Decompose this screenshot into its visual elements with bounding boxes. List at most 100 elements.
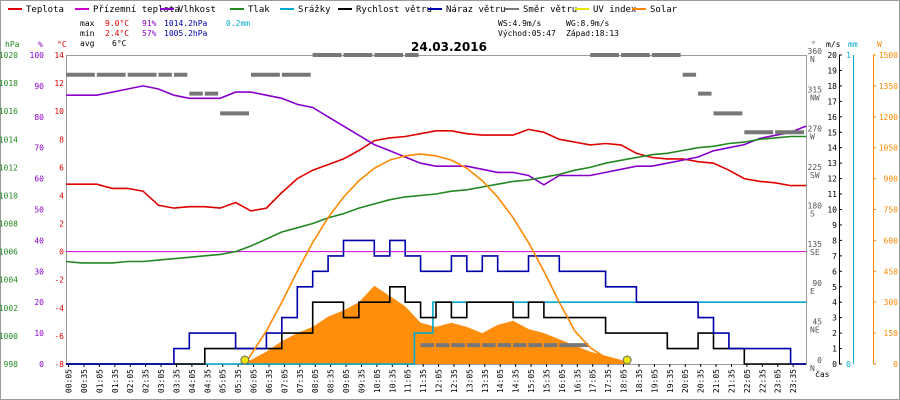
legend-item-naraz-vetru[interactable]: Náraz větru <box>428 5 506 15</box>
x-tick-label: 03:35 <box>172 369 181 393</box>
x-tick-label: 02:35 <box>142 369 151 393</box>
pressure-tick-label: 1018 <box>0 79 18 88</box>
humidity-tick-label: 20 <box>34 298 44 307</box>
temperature-tick-label: 6 <box>59 163 64 172</box>
direction-tick-label: 225 <box>808 163 823 172</box>
temperature-tick-label: -2 <box>54 276 64 285</box>
series-smer-vetru <box>66 53 804 348</box>
wind-tick-label: 16 <box>827 113 837 122</box>
x-tick-label: 04:05 <box>188 369 197 393</box>
x-tick-label: 05:05 <box>219 369 228 393</box>
wind-direction-segment <box>651 53 681 57</box>
x-tick-label: 20:35 <box>697 369 706 393</box>
wind-tick-label: 0 <box>832 360 837 369</box>
plot-frame <box>66 55 807 365</box>
legend-label: Teplota <box>26 5 64 15</box>
legend-item-uv-index[interactable]: UV index <box>575 5 637 15</box>
wind-axis-unit: m/s <box>826 40 841 49</box>
series-vlhkost <box>66 85 807 186</box>
wind-direction-segment <box>682 72 697 77</box>
pressure-tick-label: 1008 <box>0 220 18 229</box>
temperature-axis-unit: °C <box>57 40 67 49</box>
series-naraz-vetru <box>66 239 806 365</box>
legend-item-srazky[interactable]: Srážky <box>280 5 331 15</box>
legend-item-prizemni-teplota[interactable]: Přízemní teplota <box>75 5 180 15</box>
solar-tick-label: 300 <box>884 298 899 307</box>
solar-tick-label: 900 <box>884 175 899 184</box>
direction-tick-label: 135 <box>808 240 823 249</box>
wind-direction-segment <box>251 72 280 77</box>
sunset-stat: Západ:18:13 <box>566 29 619 38</box>
pressure-tick-label: 1010 <box>0 191 18 200</box>
x-tick-label: 22:05 <box>743 369 752 393</box>
wind-tick-label: 9 <box>832 221 837 230</box>
temperature-tick-label: 10 <box>54 107 64 116</box>
solar-tick-label: 600 <box>884 236 899 245</box>
wind-direction-segment <box>744 130 774 135</box>
x-axis-label: čas <box>815 369 830 379</box>
min-pressure: 1005.2hPa <box>164 29 208 38</box>
temperature-tick-label: 0 <box>59 248 64 257</box>
solar-tick-label: 450 <box>884 267 899 276</box>
uv-marker <box>240 355 250 365</box>
wind-tick-label: 6 <box>832 267 837 276</box>
humidity-tick-label: 30 <box>34 267 44 276</box>
x-tick-label: 09:35 <box>357 369 366 393</box>
legend-label: Rychlost větru <box>356 5 432 15</box>
legend-item-solar[interactable]: Solar <box>632 5 678 15</box>
compass-label: E <box>810 287 815 296</box>
sunrise-stat: Východ:05:47 <box>498 29 556 38</box>
direction-tick-label: 0 <box>817 356 822 365</box>
min-label: min <box>80 29 95 38</box>
legend-item-vlhkost[interactable]: Vlhkost <box>160 5 216 15</box>
wind-direction-segment <box>312 53 342 57</box>
x-tick-label: 14:05 <box>496 369 505 393</box>
humidity-tick-label: 60 <box>34 175 44 184</box>
wind-direction-segment <box>173 72 188 77</box>
wind-tick-label: 11 <box>827 190 837 199</box>
pressure-tick-label: 1002 <box>0 304 18 313</box>
wind-tick-label: 14 <box>827 144 837 153</box>
legend-item-rychlost-vetru[interactable]: Rychlost větru <box>338 5 432 15</box>
x-tick-label: 18:35 <box>635 369 644 393</box>
compass-label: W <box>810 132 815 141</box>
x-tick-label: 07:05 <box>280 369 289 393</box>
wind-tick-label: 17 <box>827 97 837 106</box>
stats-panel: max 9.0°C 91% 1014.2hPa 0.2mm min 2.4°C … <box>80 19 619 48</box>
wind-direction-segment <box>220 111 249 116</box>
rain-tick-label: 0 <box>846 360 851 369</box>
x-tick-label: 07:35 <box>296 369 305 393</box>
x-tick-label: 19:05 <box>650 369 659 393</box>
max-label: max <box>80 19 95 28</box>
x-tick-label: 19:35 <box>666 369 675 393</box>
wind-tick-label: 12 <box>827 175 837 184</box>
x-tick-label: 13:35 <box>481 369 490 393</box>
x-tick-label: 22:35 <box>758 369 767 393</box>
x-tick-label: 20:05 <box>681 369 690 393</box>
wind-direction-segment <box>543 343 558 348</box>
legend-item-teplota[interactable]: Teplota <box>8 5 64 15</box>
legend-item-tlak[interactable]: Tlak <box>230 5 270 15</box>
solar-tick-label: 1050 <box>879 144 898 153</box>
wind-tick-label: 2 <box>832 329 837 338</box>
wind-direction-segment <box>66 72 95 77</box>
compass-label: SE <box>810 248 820 257</box>
legend-item-smer-vetru[interactable]: Směr větru <box>505 5 577 15</box>
x-tick-label: 15:05 <box>527 369 536 393</box>
x-tick-label: 17:05 <box>589 369 598 393</box>
wind-direction-segment <box>451 343 465 348</box>
x-tick-label: 11:35 <box>419 369 428 393</box>
wind-direction-segment <box>343 53 373 57</box>
humidity-tick-label: 40 <box>34 236 44 245</box>
x-tick-label: 05:35 <box>234 369 243 393</box>
solar-tick-label: 150 <box>884 329 899 338</box>
x-tick-label: 02:05 <box>126 369 135 393</box>
wind-direction-segment <box>698 91 712 96</box>
humidity-tick-label: 70 <box>34 144 44 153</box>
series-tlak <box>65 135 806 264</box>
x-tick-label: 21:35 <box>727 369 736 393</box>
wind-tick-label: 15 <box>827 128 837 137</box>
x-tick-label: 09:05 <box>342 369 351 393</box>
